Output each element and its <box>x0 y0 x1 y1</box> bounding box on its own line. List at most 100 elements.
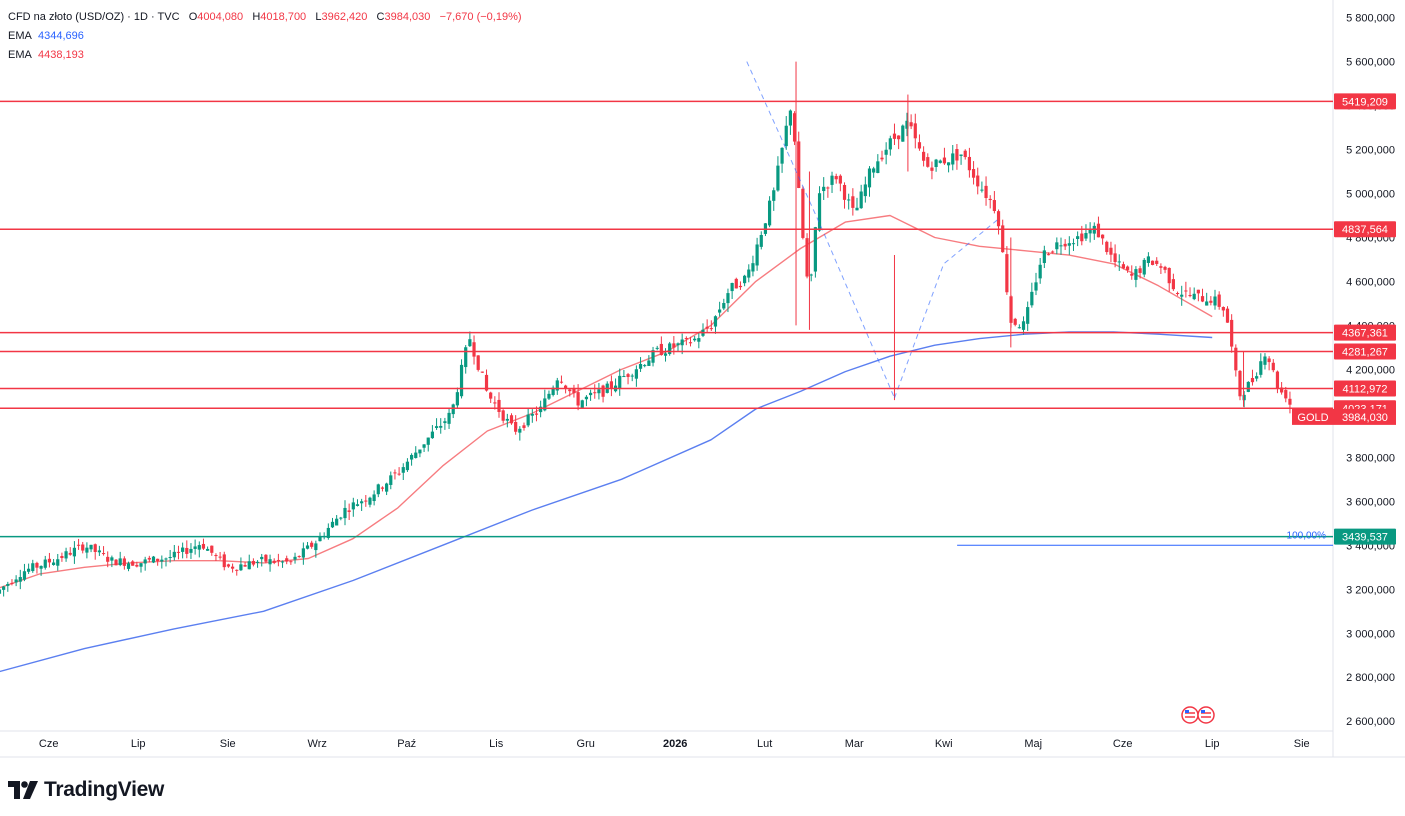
candle-body[interactable] <box>397 473 401 475</box>
candle-body[interactable] <box>792 113 797 142</box>
price-level-tag[interactable] <box>1334 528 1396 545</box>
candle-body[interactable] <box>72 547 77 557</box>
candle-body[interactable] <box>251 560 256 565</box>
candle-body[interactable] <box>268 559 272 565</box>
candle-body[interactable] <box>784 125 788 147</box>
candle-body[interactable] <box>867 168 872 188</box>
candle-body[interactable] <box>197 545 201 550</box>
candle-body[interactable] <box>1125 266 1130 270</box>
candle-body[interactable] <box>339 517 343 519</box>
candle-body[interactable] <box>447 412 451 424</box>
candle-body[interactable] <box>1280 387 1284 393</box>
candle-body[interactable] <box>1146 256 1151 263</box>
candle-body[interactable] <box>1080 233 1084 242</box>
candle-body[interactable] <box>376 484 380 495</box>
candle-body[interactable] <box>851 196 855 208</box>
candle-body[interactable] <box>210 545 214 553</box>
candle-body[interactable] <box>971 169 976 178</box>
candle-body[interactable] <box>326 527 330 538</box>
candle-body[interactable] <box>1134 269 1138 280</box>
candle-body[interactable] <box>1055 242 1059 250</box>
candle-body[interactable] <box>1121 264 1126 269</box>
candle-body[interactable] <box>1163 266 1167 270</box>
candle-body[interactable] <box>293 556 297 560</box>
candle-body[interactable] <box>530 413 534 416</box>
candle-body[interactable] <box>718 309 722 313</box>
candle-body[interactable] <box>1038 264 1042 279</box>
candle-body[interactable] <box>930 167 934 171</box>
candle-body[interactable] <box>663 353 668 356</box>
candle-body[interactable] <box>1034 282 1038 291</box>
candle-body[interactable] <box>842 184 847 200</box>
candle-body[interactable] <box>143 559 147 564</box>
candle-body[interactable] <box>434 426 439 428</box>
candle-body[interactable] <box>318 536 322 542</box>
candle-body[interactable] <box>1192 293 1196 300</box>
candle-body[interactable] <box>917 142 922 149</box>
candle-body[interactable] <box>185 547 189 554</box>
candle-body[interactable] <box>131 561 135 566</box>
candle-body[interactable] <box>389 475 393 485</box>
candle-body[interactable] <box>310 542 314 547</box>
candle-body[interactable] <box>980 189 984 191</box>
candle-body[interactable] <box>888 138 892 150</box>
candle-body[interactable] <box>89 544 93 550</box>
candle-body[interactable] <box>255 561 260 563</box>
symbol-tag[interactable] <box>1292 408 1334 425</box>
candle-body[interactable] <box>68 552 72 555</box>
candle-body[interactable] <box>734 278 738 289</box>
candle-body[interactable] <box>351 502 355 510</box>
candle-body[interactable] <box>239 564 243 571</box>
candle-body[interactable] <box>122 558 126 566</box>
candle-body[interactable] <box>922 151 926 161</box>
candle-body[interactable] <box>385 483 389 492</box>
candle-body[interactable] <box>1200 296 1205 302</box>
candle-body[interactable] <box>509 415 514 424</box>
candle-body[interactable] <box>951 153 955 165</box>
candle-body[interactable] <box>755 244 759 266</box>
candle-body[interactable] <box>926 157 930 167</box>
candle-body[interactable] <box>243 565 247 567</box>
candle-body[interactable] <box>18 577 22 582</box>
price-level-tag[interactable] <box>1334 221 1396 238</box>
candle-body[interactable] <box>455 392 459 406</box>
candle-body[interactable] <box>934 159 938 167</box>
candle-body[interactable] <box>905 120 909 129</box>
candle-body[interactable] <box>543 398 547 411</box>
candle-body[interactable] <box>314 543 318 551</box>
candle-body[interactable] <box>859 191 863 209</box>
candle-body[interactable] <box>1284 390 1288 399</box>
candle-body[interactable] <box>368 497 372 505</box>
candle-body[interactable] <box>380 487 385 489</box>
candle-body[interactable] <box>1159 266 1163 268</box>
candle-body[interactable] <box>114 559 118 566</box>
candle-body[interactable] <box>1213 296 1217 306</box>
candle-body[interactable] <box>772 190 776 201</box>
candle-body[interactable] <box>22 571 27 580</box>
candle-body[interactable] <box>1142 259 1146 275</box>
candle-body[interactable] <box>93 544 97 552</box>
candle-body[interactable] <box>10 582 14 584</box>
candle-body[interactable] <box>1255 376 1259 379</box>
candle-body[interactable] <box>272 560 276 563</box>
candle-body[interactable] <box>1175 293 1180 295</box>
candle-body[interactable] <box>1030 291 1034 306</box>
candle-body[interactable] <box>518 428 522 433</box>
candle-body[interactable] <box>426 437 430 445</box>
candle-body[interactable] <box>938 160 942 163</box>
candle-body[interactable] <box>414 452 418 458</box>
candle-body[interactable] <box>172 551 176 558</box>
candle-body[interactable] <box>730 282 734 292</box>
candle-body[interactable] <box>285 558 289 562</box>
candle-body[interactable] <box>222 554 226 568</box>
candle-body[interactable] <box>189 548 193 553</box>
candle-body[interactable] <box>97 550 101 553</box>
candle-body[interactable] <box>126 563 131 569</box>
candle-body[interactable] <box>955 149 959 161</box>
candle-body[interactable] <box>1046 254 1051 256</box>
candle-body[interactable] <box>418 449 422 454</box>
candle-body[interactable] <box>335 518 339 526</box>
candle-body[interactable] <box>826 187 830 189</box>
candle-body[interactable] <box>559 381 564 383</box>
